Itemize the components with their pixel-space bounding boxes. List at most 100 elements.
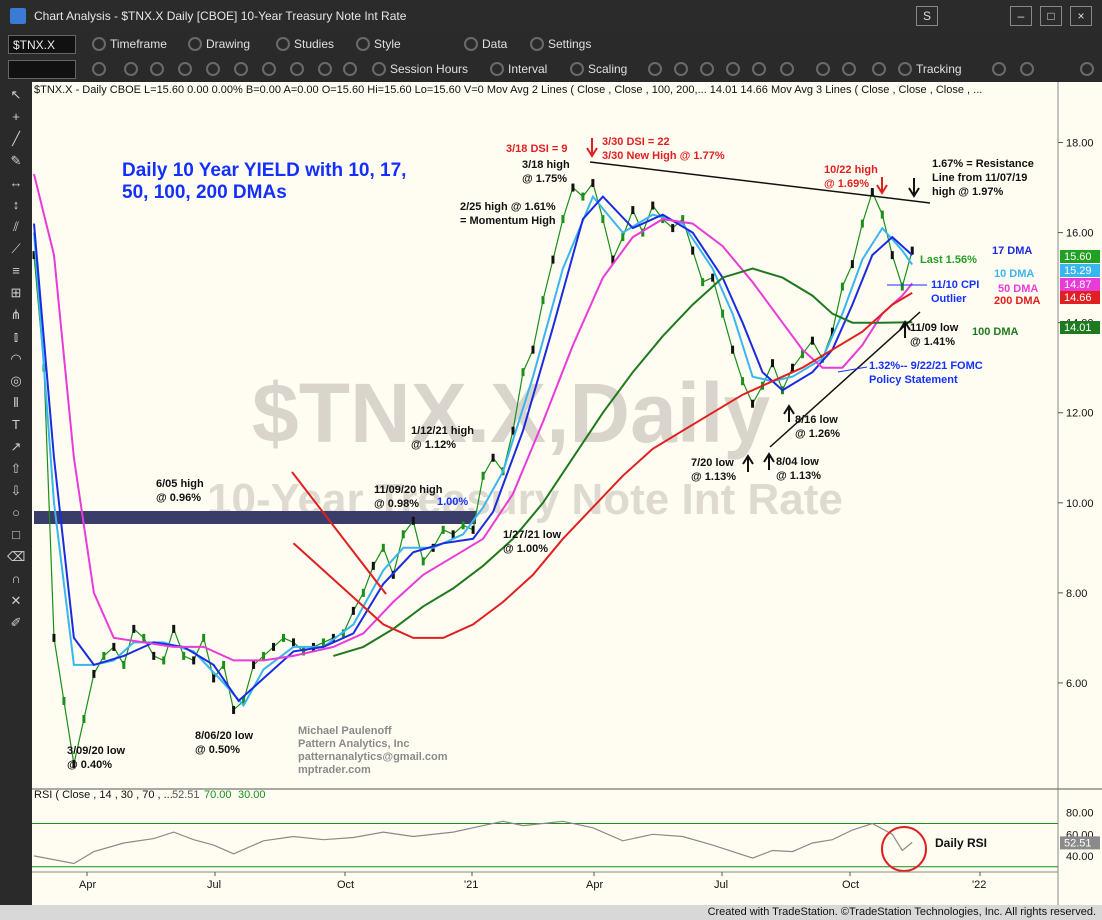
point-figure-icon[interactable] — [780, 62, 794, 76]
series-line-17-dma — [33, 195, 913, 703]
last-value-tag — [1060, 264, 1100, 277]
price-candle — [890, 251, 894, 260]
y-tick-label: 8.00 — [1066, 588, 1087, 600]
heikin-icon[interactable] — [752, 62, 766, 76]
export-icon[interactable] — [992, 62, 1006, 76]
arc-icon[interactable]: ◠ — [10, 351, 22, 366]
price-candle — [701, 278, 705, 287]
ctrl-s-button[interactable]: S — [916, 6, 938, 26]
zoom-out-icon[interactable] — [842, 62, 856, 76]
last-value-text: 15.29 — [1064, 265, 1092, 277]
timeframe-menu[interactable]: Timeframe — [110, 37, 167, 51]
close-button[interactable]: × — [1070, 6, 1092, 26]
data-menu[interactable]: Data — [482, 37, 508, 51]
ruler-icon[interactable] — [234, 62, 248, 76]
price-candle — [291, 638, 295, 647]
right-label: 100 DMA — [972, 326, 1019, 338]
drawing-menu[interactable]: Drawing — [206, 37, 251, 51]
trendline-icon[interactable]: ╱ — [12, 131, 20, 146]
maximize-button[interactable]: □ — [1040, 6, 1062, 26]
tracking-menu[interactable]: Tracking — [916, 62, 962, 76]
cursor-icon[interactable] — [262, 62, 276, 76]
crosshair-icon[interactable] — [92, 62, 106, 76]
price-candle — [252, 660, 256, 669]
main-toolbar: $TNX.X Timeframe Drawing Studies Style D… — [0, 32, 1102, 57]
more-icon[interactable] — [1020, 62, 1034, 76]
ellipse-icon[interactable]: ○ — [12, 505, 20, 520]
series-line-100-dma — [333, 267, 913, 657]
candle-style-icon[interactable] — [674, 62, 688, 76]
time-zone-icon[interactable]: ⫴ — [13, 395, 19, 410]
line-style-icon[interactable] — [700, 62, 714, 76]
workspace-dropdown[interactable] — [8, 60, 76, 79]
vertical-line-icon[interactable]: ↕ — [12, 197, 20, 212]
style-menu[interactable]: Style — [374, 37, 401, 51]
cross-icon[interactable]: ✕ — [10, 593, 22, 608]
layout-icon[interactable] — [318, 62, 332, 76]
price-candle — [481, 471, 485, 480]
session-hours-menu[interactable]: Session Hours — [390, 62, 469, 76]
settings-tool-icon[interactable]: ✐ — [10, 615, 22, 630]
price-candle — [172, 624, 176, 633]
annotation-text: @ 0.40% — [67, 759, 112, 771]
refresh-icon[interactable] — [206, 62, 220, 76]
annotation-text: @ 1.12% — [411, 439, 456, 451]
price-candle — [371, 561, 375, 570]
price-candle — [132, 624, 136, 633]
y-tick-label: 12.00 — [1066, 408, 1094, 420]
fomc-leader — [837, 366, 868, 373]
zoom-icon[interactable] — [124, 62, 138, 76]
text-icon[interactable]: T — [12, 417, 20, 432]
interval-menu[interactable]: Interval — [508, 62, 548, 76]
andrews-icon[interactable]: ⋔ — [10, 307, 22, 322]
price-candle — [461, 521, 465, 530]
horizontal-line-icon[interactable]: ↔ — [9, 175, 23, 190]
minimize-button[interactable]: – — [1010, 6, 1032, 26]
price-candle — [581, 192, 585, 201]
speed-lines-icon[interactable]: ⫾ — [13, 329, 19, 344]
cycle-icon[interactable]: ◎ — [10, 373, 22, 388]
annotation-text: @ 1.69% — [824, 178, 869, 190]
price-candle — [880, 210, 884, 219]
x-tick-label: Oct — [337, 879, 354, 891]
arrow-icon[interactable]: ↗ — [10, 439, 22, 454]
symbol-input[interactable]: $TNX.X — [8, 35, 76, 54]
grid-icon[interactable] — [178, 62, 192, 76]
rectangle-icon[interactable]: □ — [12, 527, 20, 542]
marker-icon[interactable] — [290, 62, 304, 76]
regression-icon[interactable]: ⟋ — [11, 241, 21, 256]
down-arrow-icon[interactable]: ⇩ — [10, 483, 22, 498]
price-candle — [341, 629, 345, 638]
bar-style-icon[interactable] — [648, 62, 662, 76]
settings-menu[interactable]: Settings — [548, 37, 592, 51]
resistance-line — [589, 161, 931, 204]
magnet-icon[interactable]: ∩ — [11, 571, 21, 586]
pen-icon[interactable]: ✎ — [10, 153, 22, 168]
hollow-candle-icon[interactable] — [726, 62, 740, 76]
crosshair-tool-icon[interactable]: + — [12, 109, 20, 124]
scaling-menu[interactable]: Scaling — [588, 62, 628, 76]
fib-icon[interactable]: ≡ — [12, 263, 20, 278]
scroll-icon[interactable] — [872, 62, 886, 76]
link-icon[interactable] — [150, 62, 164, 76]
x-axis-ticks: Apr Jul Oct '21 Apr Jul Oct '22 — [79, 872, 986, 891]
studies-menu[interactable]: Studies — [294, 37, 335, 51]
price-candle — [790, 363, 794, 372]
chart-area[interactable]: $TNX.X - Daily CBOE L=15.60 0.00 0.00% B… — [32, 82, 1102, 905]
annotation-text: 3/18 high — [522, 159, 570, 171]
pointer-icon[interactable]: ↖ — [10, 87, 22, 102]
up-arrow-icon[interactable]: ⇧ — [10, 461, 22, 476]
channel-icon[interactable]: ⫽ — [13, 219, 19, 234]
price-candle — [870, 188, 874, 197]
zoom-in-icon[interactable] — [816, 62, 830, 76]
price-candle — [810, 336, 814, 345]
x-tick-label: Oct — [842, 879, 859, 891]
annotation-text: 6/05 high — [156, 478, 204, 490]
x-tick-label: Apr — [79, 879, 96, 891]
price-candle — [800, 350, 804, 359]
gann-icon[interactable]: ⊞ — [10, 285, 22, 300]
eraser-icon[interactable]: ⌫ — [7, 549, 26, 564]
bookmark-icon[interactable] — [343, 62, 357, 76]
price-candle — [222, 660, 226, 669]
collapse-icon[interactable] — [1080, 62, 1094, 76]
